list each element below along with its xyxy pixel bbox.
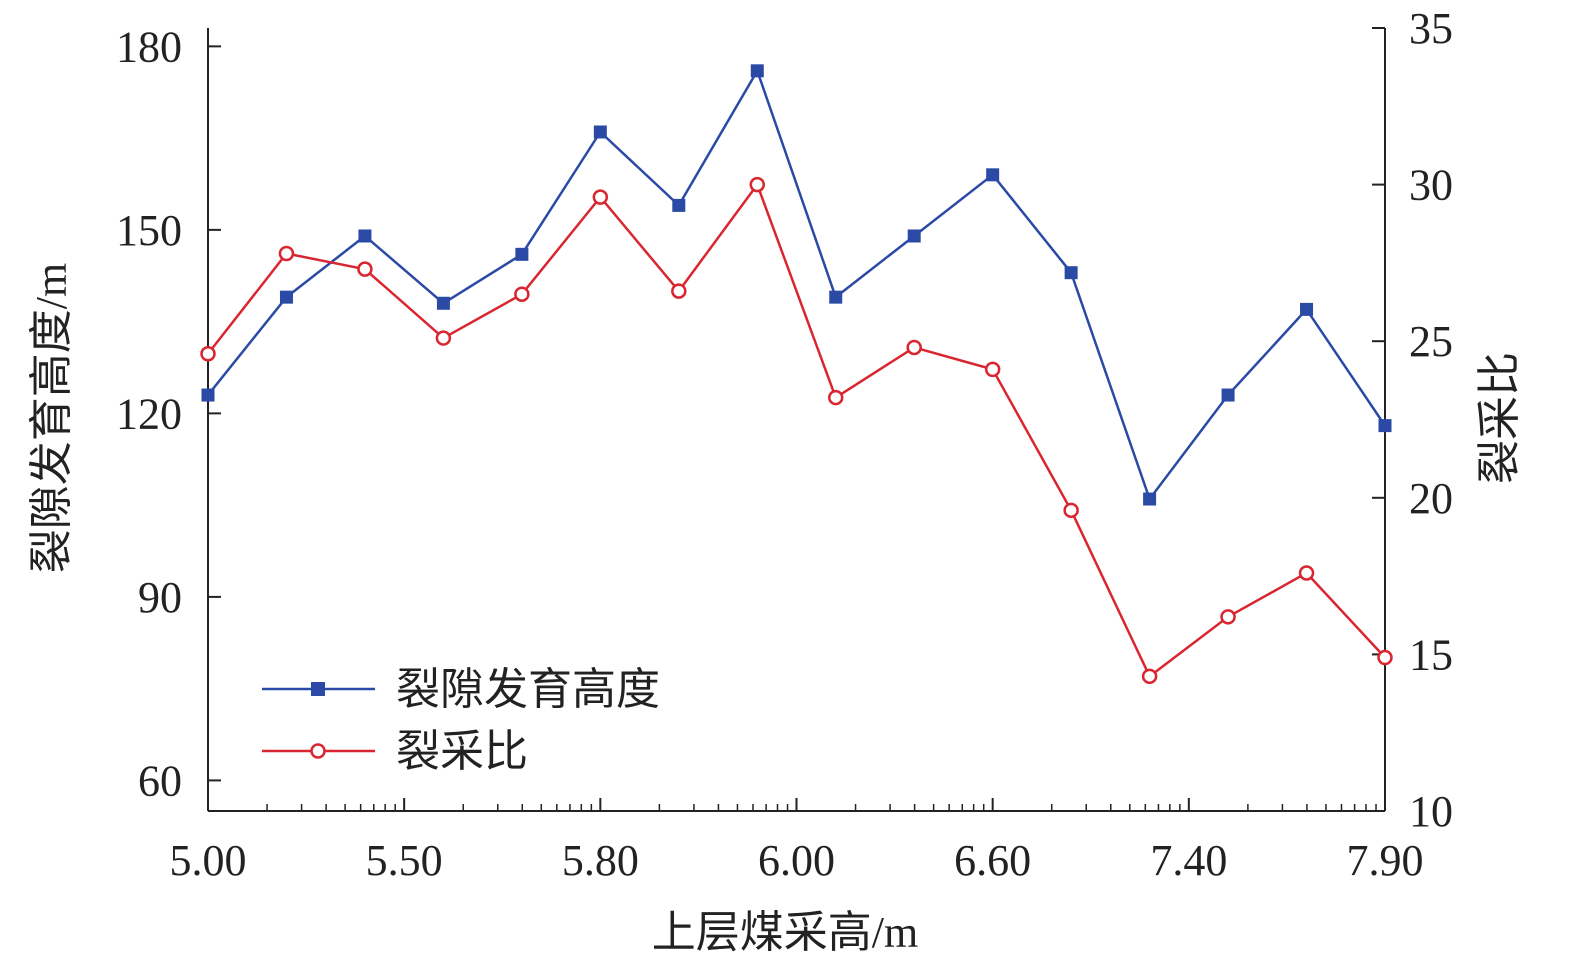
left-y-tick-label: 90 — [138, 573, 182, 622]
data-point — [278, 245, 295, 262]
legend: 裂隙发育高度 裂采比 — [262, 665, 660, 776]
x-tick-label: 6.60 — [954, 836, 1031, 885]
x-tick-label: 5.80 — [562, 836, 639, 885]
right-y-tick-label: 35 — [1409, 4, 1453, 53]
legend-marker-circle — [310, 743, 326, 759]
x-tick-label: 5.00 — [170, 836, 247, 885]
data-point — [436, 296, 450, 310]
left-y-tick-label: 60 — [138, 756, 182, 805]
series-line — [207, 183, 1386, 678]
legend-marker-square — [311, 682, 325, 696]
right-y-tick-label: 20 — [1409, 474, 1453, 523]
data-point — [906, 339, 922, 356]
data-point — [984, 361, 1001, 378]
left-y-axis-title: 裂隙发育高度/m — [27, 263, 76, 573]
data-point — [750, 64, 764, 78]
data-point — [1377, 649, 1393, 666]
data-point — [1221, 388, 1235, 402]
data-point — [671, 283, 687, 299]
x-tick-label: 5.50 — [366, 836, 443, 885]
right-y-axis-ticks: 10 15 20 25 30 35 — [1372, 4, 1453, 836]
data-point — [592, 189, 609, 205]
data-point — [829, 290, 843, 304]
right-y-tick-label: 10 — [1409, 787, 1453, 836]
series-crack-height — [201, 64, 1392, 506]
legend-item-height: 裂隙发育高度 — [262, 665, 660, 714]
left-y-axis-ticks: 60 90 120 150 180 — [116, 22, 221, 805]
x-tick-label: 7.90 — [1347, 836, 1424, 885]
x-axis-ticks: 5.00 5.50 5.80 6.00 6.60 7.40 7.90 — [170, 798, 1424, 885]
data-point — [907, 229, 921, 243]
left-y-tick-label: 150 — [116, 206, 182, 255]
data-point — [200, 345, 216, 362]
data-point — [514, 286, 530, 302]
data-point — [1300, 302, 1314, 316]
data-point — [1143, 492, 1157, 506]
data-point — [1378, 419, 1392, 433]
data-point — [749, 176, 766, 193]
data-point — [1141, 668, 1158, 685]
legend-item-ratio: 裂采比 — [262, 727, 528, 776]
right-y-tick-label: 25 — [1409, 317, 1453, 366]
data-point — [201, 388, 215, 402]
data-point — [593, 125, 607, 139]
series-line — [207, 69, 1387, 501]
data-point — [1063, 502, 1079, 519]
data-point — [672, 198, 686, 212]
legend-label-ratio: 裂采比 — [396, 727, 528, 776]
data-point — [358, 229, 372, 243]
x-axis-title: 上层煤采高/m — [652, 908, 918, 957]
data-point — [986, 168, 1000, 182]
data-point — [279, 290, 293, 304]
right-y-tick-label: 30 — [1409, 161, 1453, 210]
right-y-axis-title: 裂采比 — [1475, 352, 1524, 484]
left-y-tick-label: 180 — [116, 22, 182, 71]
data-point — [1064, 266, 1078, 280]
data-point — [1220, 609, 1236, 625]
x-axis-minor-ticks — [266, 804, 1377, 811]
legend-label-height: 裂隙发育高度 — [396, 665, 660, 714]
data-point — [515, 247, 529, 261]
series-crack-ratio — [200, 176, 1393, 685]
data-point — [357, 261, 373, 277]
x-tick-label: 7.40 — [1150, 836, 1227, 885]
left-y-tick-label: 120 — [116, 389, 182, 438]
data-point — [1298, 565, 1315, 581]
series-layer — [200, 64, 1393, 685]
x-tick-label: 6.00 — [758, 836, 835, 885]
data-point — [827, 389, 844, 406]
data-point — [435, 330, 452, 346]
right-y-tick-label: 15 — [1409, 630, 1453, 679]
